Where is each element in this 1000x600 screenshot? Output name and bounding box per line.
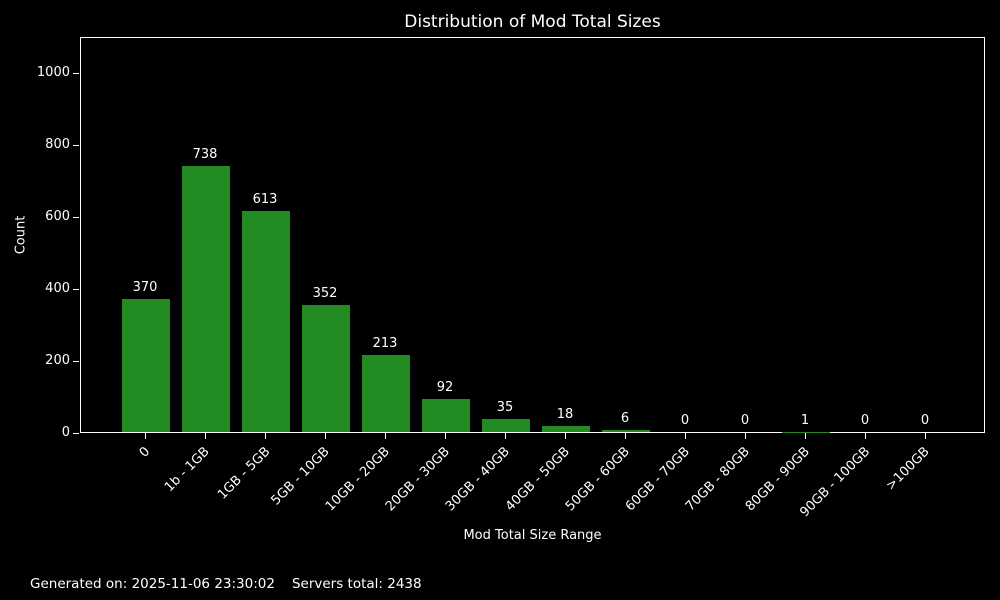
bar <box>362 355 410 432</box>
x-axis-tick <box>145 433 146 439</box>
x-axis-tick <box>385 433 386 439</box>
x-tick-label: 5GB - 10GB <box>268 444 333 509</box>
x-axis-tick <box>505 433 506 439</box>
y-axis-tick <box>73 73 79 74</box>
bar-value-label: 213 <box>372 336 398 352</box>
bar-value-label: 352 <box>312 286 338 302</box>
bar <box>242 211 290 432</box>
x-axis-tick <box>265 433 266 439</box>
y-tick-label: 800 <box>45 137 70 152</box>
y-tick-label: 0 <box>61 425 70 440</box>
y-tick-label: 600 <box>45 209 70 224</box>
y-tick-label: 1000 <box>36 65 70 80</box>
bar <box>122 298 170 432</box>
plot-area <box>80 37 985 433</box>
bar <box>482 419 530 432</box>
y-axis-tick <box>73 289 79 290</box>
bar <box>182 166 230 432</box>
x-axis-tick <box>625 433 626 439</box>
y-axis-tick <box>73 145 79 146</box>
bar <box>602 429 650 432</box>
x-axis-tick <box>865 433 866 439</box>
bar-value-label: 1 <box>800 412 810 428</box>
bar-value-label: 738 <box>192 147 218 163</box>
bar-value-label: 35 <box>496 400 514 416</box>
bar-value-label: 0 <box>740 413 750 428</box>
x-axis-tick <box>925 433 926 439</box>
y-tick-label: 400 <box>45 281 70 296</box>
y-tick-label: 200 <box>45 353 70 368</box>
bar-value-label: 613 <box>252 192 278 208</box>
bar-value-label: 6 <box>620 410 630 426</box>
x-tick-label: 0 <box>136 444 153 461</box>
y-axis-tick <box>73 361 79 362</box>
bar-value-label: 0 <box>680 413 690 428</box>
footer-generated-text: Generated on: 2025-11-06 23:30:02 <box>30 576 275 592</box>
y-axis-tick <box>73 433 79 434</box>
bar <box>422 398 470 432</box>
x-axis-tick <box>205 433 206 439</box>
bar <box>302 305 350 432</box>
x-axis-tick <box>565 433 566 439</box>
bar <box>542 425 590 432</box>
y-axis-tick <box>73 217 79 218</box>
bar-value-label: 18 <box>556 406 574 422</box>
x-axis-tick <box>445 433 446 439</box>
bar-value-label: 0 <box>860 413 870 428</box>
x-tick-label: >100GB <box>883 444 933 494</box>
x-axis-tick <box>805 433 806 439</box>
bar-value-label: 92 <box>436 379 454 395</box>
bar-value-label: 370 <box>132 279 158 295</box>
chart-title: Distribution of Mod Total Sizes <box>404 12 661 32</box>
x-axis-label: Mod Total Size Range <box>463 528 602 543</box>
x-axis-tick <box>745 433 746 439</box>
footer: Generated on: 2025-11-06 23:30:02 Servers… <box>30 576 422 592</box>
x-axis-tick <box>325 433 326 439</box>
x-tick-label: 1b - 1GB <box>162 444 213 496</box>
x-tick-label: 1GB - 5GB <box>214 444 273 503</box>
footer-servers-total: Servers total: 2438 <box>291 576 422 592</box>
bar-value-label: 0 <box>920 413 930 428</box>
x-axis-tick <box>685 433 686 439</box>
